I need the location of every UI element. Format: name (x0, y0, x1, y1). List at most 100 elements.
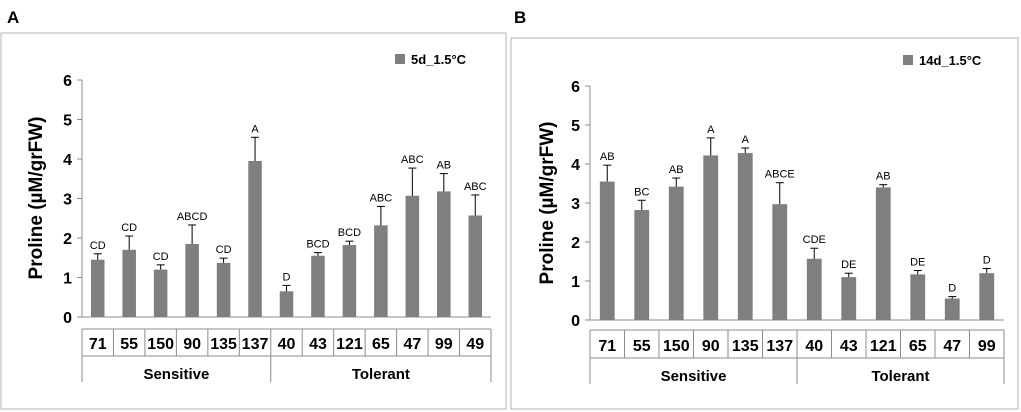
chart1-bar (153, 269, 168, 317)
panel-label-a: A (7, 8, 20, 27)
chart1-category-label: 47 (403, 336, 421, 353)
chart1-bar (216, 262, 231, 317)
chart1-y-tick-label: 6 (63, 73, 72, 90)
chart2-bar (668, 186, 684, 320)
chart2-category-label: 43 (840, 338, 858, 355)
chart2-category-label: 40 (805, 338, 823, 355)
chart2-category-label: 55 (633, 338, 651, 355)
chart2-y-tick-label: 2 (571, 235, 580, 252)
chart2-y-tick-label: 0 (571, 313, 580, 330)
chart2-y-tick-label: 6 (571, 79, 580, 96)
chart1-bar (311, 255, 325, 317)
chart2-significance-letter: DE (841, 259, 856, 271)
chart1-bar (185, 243, 199, 317)
chart1-group-label: Tolerant (352, 366, 410, 383)
chart1-y-tick-label: 3 (63, 192, 72, 209)
chart1-significance-letter: ABC (464, 181, 487, 193)
chart1-category-label: 99 (435, 336, 453, 353)
chart2-y-tick-label: 3 (571, 196, 580, 213)
chart1-category-label: 135 (210, 336, 237, 353)
chart1-category-label: 150 (147, 336, 174, 353)
chart1-bar (248, 160, 262, 317)
chart2-significance-letter: D (983, 255, 991, 267)
chart1-significance-letter: CD (216, 244, 232, 256)
chart2-significance-letter: DE (910, 256, 925, 268)
chart2-bar (634, 210, 650, 320)
chart2-category-label: 121 (870, 338, 897, 355)
chart2-significance-letter: A (742, 134, 750, 146)
chart2-bar (875, 187, 891, 320)
chart2-bar (979, 273, 995, 320)
chart2-significance-letter: AB (876, 171, 891, 183)
chart2-bar (599, 181, 615, 320)
chart2-significance-letter: AB (600, 151, 615, 163)
chart1-category-label: 55 (120, 336, 138, 353)
chart1-y-tick-label: 2 (63, 231, 72, 248)
chart1-significance-letter: ABCD (177, 211, 208, 223)
chart2-legend-label: 14d_1.5°C (919, 53, 982, 68)
chart2-bar (841, 277, 857, 320)
chart1-significance-letter: BCD (306, 239, 329, 251)
chart1-y-tick-label: 0 (63, 310, 72, 327)
chart2-y-tick-label: 4 (571, 157, 580, 174)
chart1-category-label: 121 (336, 336, 363, 353)
chart1-significance-letter: CD (90, 240, 106, 252)
chart2-bar (944, 298, 960, 320)
chart1-bar (122, 249, 136, 317)
chart2-category-label: 99 (978, 338, 996, 355)
chart2-category-label: 90 (702, 338, 720, 355)
chart1-category-label: 49 (466, 336, 484, 353)
panel-label-b: B (514, 8, 527, 27)
chart1-significance-letter: AB (436, 160, 451, 172)
chart1-category-label: 43 (309, 336, 327, 353)
chart1-significance-letter: BCD (338, 227, 361, 239)
chart1-category-label: 90 (183, 336, 201, 353)
chart2-bar (806, 258, 822, 320)
chart1-legend-label: 5d_1.5°C (411, 52, 467, 67)
chart2-significance-letter: D (948, 283, 956, 295)
chart1-bar (342, 245, 357, 317)
chart1-significance-letter: A (251, 123, 259, 135)
chart2-frame (510, 37, 1019, 410)
chart1-y-tick-label: 5 (63, 113, 72, 130)
chart2-y-axis-title: Proline (µM/grFW) (537, 122, 558, 285)
chart2-y-tick-label: 5 (571, 118, 580, 135)
chart2-significance-letter: ABCE (765, 169, 795, 181)
chart2-bar (737, 153, 753, 320)
chart1-category-label: 137 (242, 336, 269, 353)
chart1-y-axis-title: Proline (µM/grFW) (26, 117, 47, 280)
chart1-bar (405, 195, 420, 317)
chart2-category-label: 71 (598, 338, 616, 355)
chart2-category-label: 65 (909, 338, 927, 355)
chart1-bar (468, 215, 483, 317)
chart1-significance-letter: ABC (401, 154, 424, 166)
chart2-category-label: 135 (732, 338, 759, 355)
chart1-bar (90, 259, 105, 317)
chart1-significance-letter: CD (121, 222, 137, 234)
chart2-category-label: 150 (663, 338, 690, 355)
chart2-bar (772, 204, 788, 320)
chart1-category-label: 71 (89, 336, 107, 353)
chart1-y-tick-label: 1 (63, 271, 72, 288)
chart2-category-label: 47 (943, 338, 961, 355)
chart2-y-tick-label: 1 (571, 274, 580, 291)
chart2-bar (910, 274, 926, 320)
chart1-frame (0, 32, 507, 410)
chart1-bar (437, 191, 451, 317)
chart1-y-tick-label: 4 (63, 152, 72, 169)
chart1-significance-letter: CD (153, 251, 169, 263)
chart2-significance-letter: AB (669, 164, 684, 176)
chart1-significance-letter: ABC (370, 192, 393, 204)
chart2-group-label: Sensitive (661, 368, 727, 385)
chart2-bar (703, 155, 719, 320)
chart1-bar (279, 291, 294, 317)
chart1-significance-letter: D (283, 271, 291, 283)
chart2-category-label: 137 (766, 338, 793, 355)
chart2-significance-letter: CDE (803, 234, 826, 246)
chart2-group-label: Tolerant (871, 368, 929, 385)
chart1-bar (374, 225, 388, 317)
chart1-category-label: 65 (372, 336, 390, 353)
chart1-legend-swatch (395, 54, 405, 64)
chart2-significance-letter: A (707, 124, 715, 136)
